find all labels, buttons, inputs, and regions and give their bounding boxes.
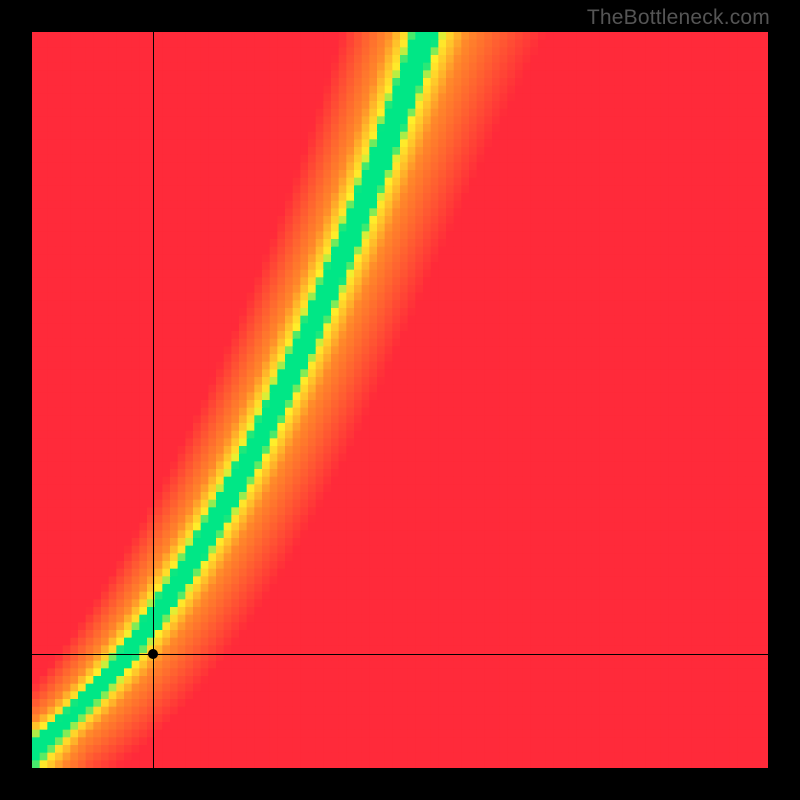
heatmap-canvas [32, 32, 768, 768]
watermark-text: TheBottleneck.com [587, 6, 770, 30]
crosshair-marker [148, 649, 158, 659]
chart-container: TheBottleneck.com [0, 0, 800, 800]
plot-area [32, 32, 768, 768]
crosshair-horizontal [32, 654, 768, 655]
